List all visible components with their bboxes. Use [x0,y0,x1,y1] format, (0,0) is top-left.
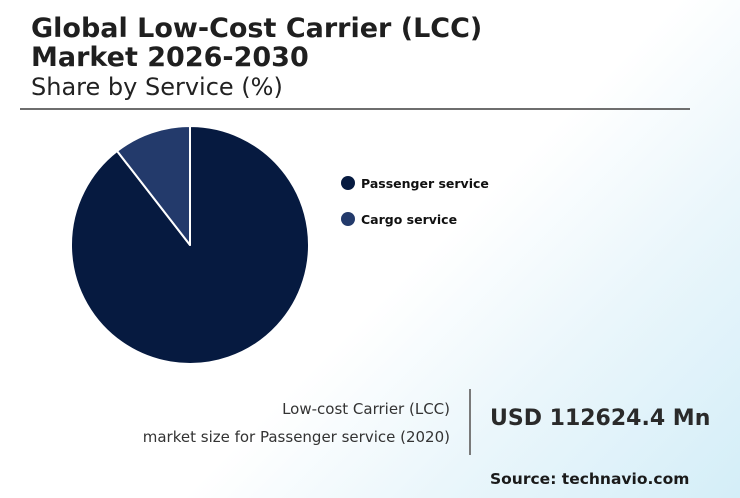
legend-marker-cargo [341,212,355,226]
title-line-1: Global Low-Cost Carrier (LCC) [31,13,483,44]
chart-subtitle: Share by Service (%) [31,73,283,101]
title-line-2: Market 2026-2030 [31,42,309,73]
legend-item-cargo: Cargo service [341,211,489,227]
legend: Passenger service Cargo service [341,175,489,247]
legend-label-cargo: Cargo service [361,211,458,227]
stat-label-line-1: Low-cost Carrier (LCC) [282,400,450,418]
legend-marker-passenger [341,176,355,190]
stat-label-line-2: market size for Passenger service (2020) [142,428,450,446]
legend-label-passenger: Passenger service [361,175,489,191]
chart-title: Global Low-Cost Carrier (LCC) Market 202… [31,14,482,72]
header-divider [20,108,690,110]
stat-value: USD 112624.4 Mn [490,406,711,431]
source-credit: Source: technavio.com [490,470,690,488]
pie-slice-cargo-service [116,125,191,246]
legend-item-passenger: Passenger service [341,175,489,191]
stat-divider [469,389,471,455]
